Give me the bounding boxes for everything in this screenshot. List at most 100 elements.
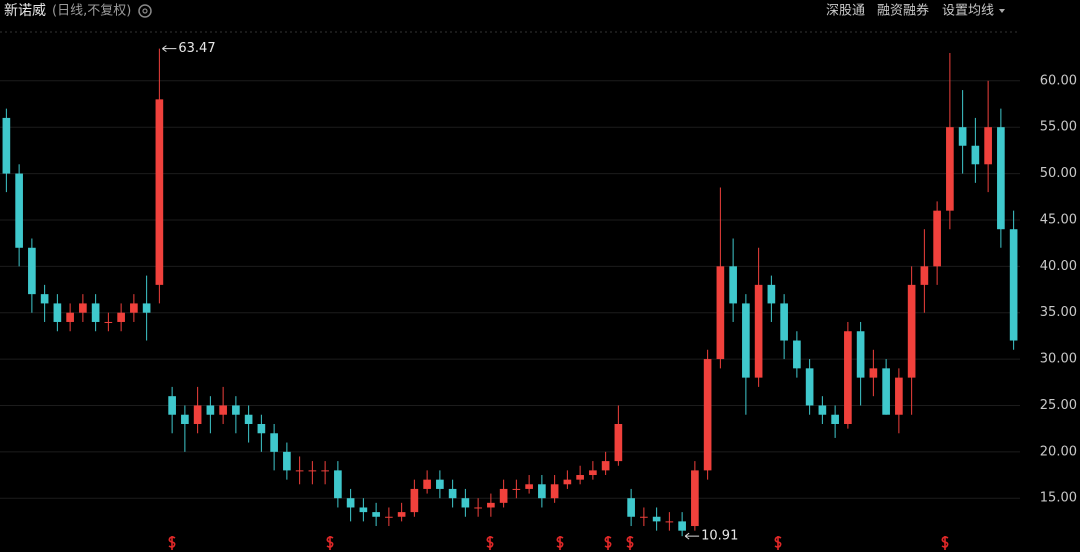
y-tick-label: 35.00 <box>1040 305 1077 320</box>
candle-body <box>793 340 801 369</box>
candle-body <box>716 266 725 360</box>
candle-body <box>499 488 508 503</box>
candle-body <box>627 498 635 517</box>
annotation-arrow <box>684 532 700 540</box>
event-markers <box>168 536 949 550</box>
candle-body <box>219 405 227 415</box>
candle-body <box>946 127 954 211</box>
toolbar-button[interactable]: 深股通 <box>826 4 865 19</box>
gear <box>138 4 152 18</box>
candle-body <box>997 127 1005 230</box>
candle-body <box>780 303 788 341</box>
toolbar-button[interactable]: 融资融券 <box>877 3 929 19</box>
candle-body <box>28 247 36 295</box>
y-tick-label: 40.00 <box>1040 259 1077 274</box>
candle-body <box>79 303 87 313</box>
candle-body <box>920 266 929 285</box>
candle-body <box>882 368 890 415</box>
candle-body <box>66 312 74 322</box>
chart-title: 新诺威 <box>4 3 46 19</box>
candle-body <box>397 512 406 517</box>
event-marker <box>556 536 564 550</box>
y-tick-label: 50.00 <box>1040 166 1077 181</box>
candle-body <box>487 502 495 508</box>
candle-body <box>703 359 712 471</box>
candle-body <box>958 127 967 146</box>
candle-body <box>550 484 559 499</box>
dropdown-caret[interactable] <box>999 9 1005 13</box>
candle-body <box>130 303 138 313</box>
candle-body <box>856 331 865 378</box>
candle-body <box>614 424 623 462</box>
candle-body <box>691 470 699 527</box>
candle-body <box>729 266 737 304</box>
candle-body <box>1009 229 1018 341</box>
candle-body <box>40 294 49 304</box>
candle-body <box>589 470 597 476</box>
candle-body <box>2 117 11 174</box>
candle-body <box>907 284 916 378</box>
candle-body <box>971 145 980 165</box>
candle-body <box>346 498 355 508</box>
event-marker <box>168 536 176 550</box>
max-label: 63.47 <box>178 41 215 56</box>
candle-body <box>844 331 852 424</box>
candle-body <box>461 498 470 508</box>
candle-body <box>155 99 164 285</box>
event-marker <box>941 536 949 550</box>
candle-body <box>193 405 202 424</box>
candle-body <box>295 470 304 472</box>
candle-body <box>538 484 546 499</box>
candle-body <box>423 479 431 489</box>
candle-body <box>436 479 444 489</box>
min-label: 10.91 <box>701 529 738 544</box>
candle-body <box>563 479 572 485</box>
event-marker <box>604 536 612 550</box>
candle-body <box>244 414 253 424</box>
candle-body <box>895 377 903 415</box>
candle-body <box>448 488 457 499</box>
candle-body <box>640 516 648 518</box>
candle-body <box>321 470 329 472</box>
y-tick-label: 55.00 <box>1040 120 1077 135</box>
toolbar-button[interactable]: 设置均线 <box>942 4 994 19</box>
chart-subtitle: (日线,不复权) <box>52 3 131 19</box>
candle-body <box>385 516 393 518</box>
candle-body <box>181 414 189 424</box>
candle-body <box>754 284 763 378</box>
candle-body <box>512 488 521 490</box>
y-tick-label: 15.00 <box>1040 491 1077 506</box>
candle-body <box>525 484 533 489</box>
candle-body <box>665 521 674 523</box>
candle-body <box>53 303 62 322</box>
candle-body <box>232 405 240 415</box>
candle-body <box>142 303 151 313</box>
candle-body <box>652 516 661 522</box>
y-tick-label: 60.00 <box>1040 73 1077 88</box>
settings-icon[interactable] <box>138 4 152 18</box>
candle-body <box>869 368 878 378</box>
y-tick-label: 25.00 <box>1040 398 1077 413</box>
event-marker <box>774 536 782 550</box>
candle-body <box>117 312 125 322</box>
y-tick-label: 30.00 <box>1040 352 1077 367</box>
gear-hub <box>142 8 148 14</box>
candle-body <box>334 470 342 499</box>
candle-body <box>805 368 814 406</box>
candle-body <box>168 396 176 415</box>
candle-body <box>15 173 23 248</box>
candle-body <box>831 414 839 424</box>
event-marker <box>626 536 634 550</box>
candle-body <box>576 475 584 480</box>
candle-body <box>601 461 610 471</box>
y-tick-label: 45.00 <box>1040 212 1077 227</box>
candle-body <box>933 210 941 267</box>
event-marker <box>326 536 334 550</box>
candle-body <box>678 521 686 531</box>
candle-body <box>270 433 278 452</box>
annotation-arrow <box>162 45 177 53</box>
candle-body <box>257 424 266 434</box>
candle-body <box>984 127 992 165</box>
